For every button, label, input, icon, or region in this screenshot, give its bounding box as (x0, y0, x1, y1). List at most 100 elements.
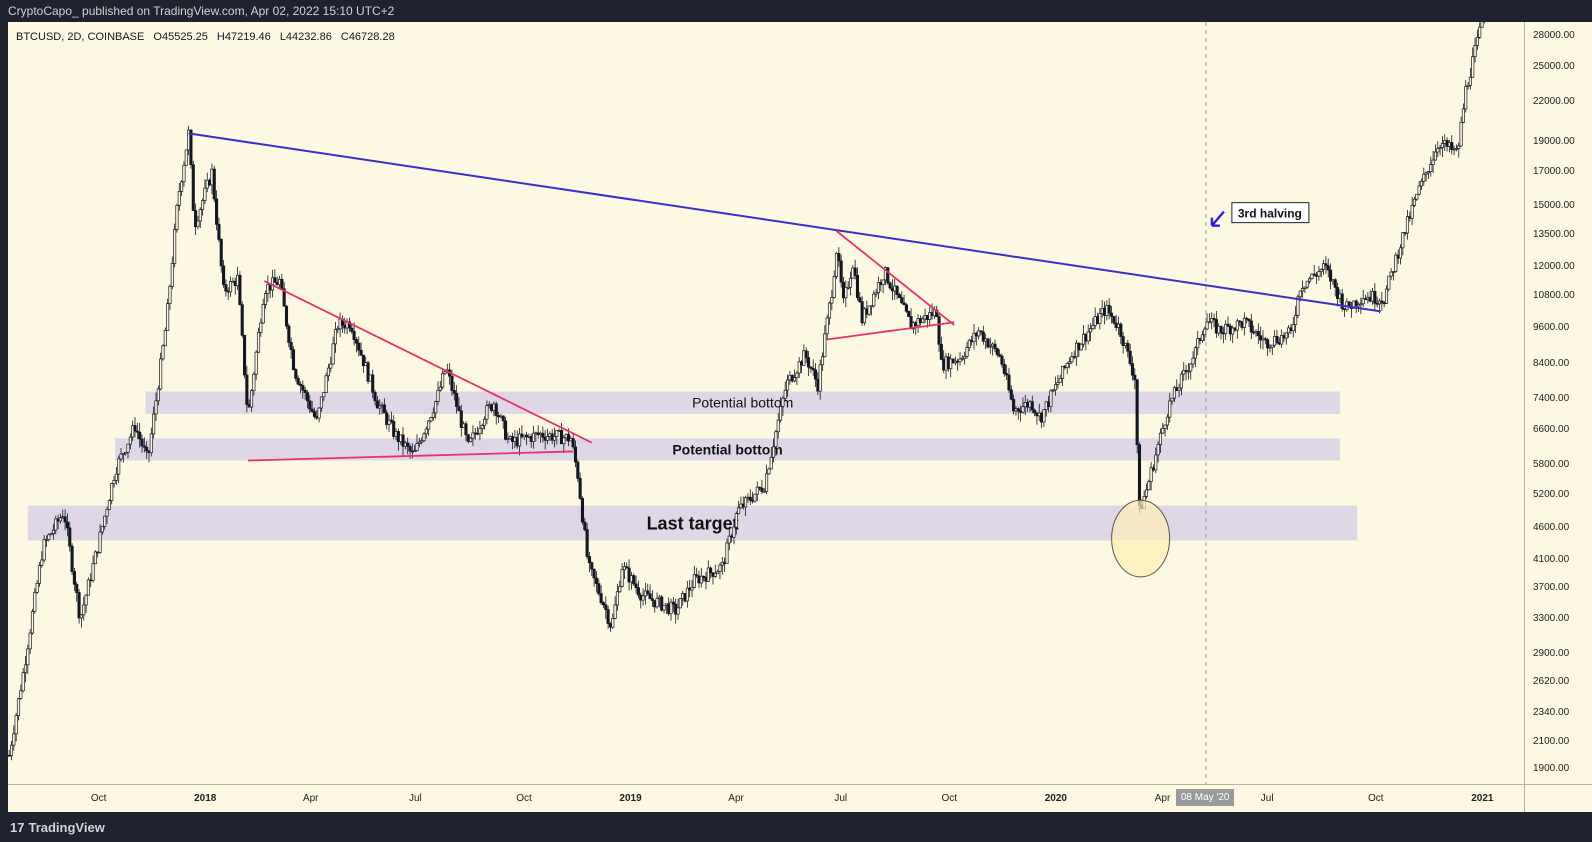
zone-label: Potential bottom (672, 441, 782, 457)
candle-body (422, 433, 426, 442)
candle-body (965, 347, 969, 357)
candle-body (196, 220, 200, 228)
candle-body (795, 372, 799, 378)
march-2020-low-circle (1111, 499, 1171, 578)
candle-body (716, 571, 720, 574)
candle-body (881, 279, 885, 285)
candle-body (853, 267, 857, 276)
candle-body (65, 521, 69, 529)
candle-body (1196, 338, 1200, 349)
candle-body (566, 433, 571, 442)
candle-body (194, 210, 198, 228)
candle-body (331, 343, 335, 365)
candle-body (655, 598, 659, 608)
price-tick-label: 4100.00 (1533, 553, 1570, 565)
candle-body (921, 318, 925, 324)
candle-body (392, 421, 396, 437)
candle-body (112, 480, 116, 484)
candle-body (149, 433, 153, 454)
candle-body (767, 468, 771, 475)
candle-body (1002, 363, 1006, 374)
candle-body (429, 417, 433, 422)
candle-body (133, 425, 137, 432)
candle-body (406, 442, 410, 447)
candle-body (303, 389, 307, 394)
candle-body (215, 198, 219, 225)
candle-body (587, 556, 592, 564)
candle-body (769, 456, 773, 470)
candle-body (191, 164, 195, 211)
candle-body (1340, 293, 1344, 309)
candle-body (91, 563, 95, 581)
candle-body (252, 373, 256, 391)
candle-body (888, 282, 892, 289)
candle-body (1471, 56, 1475, 78)
candle-body (576, 461, 580, 479)
candle-body (385, 412, 389, 425)
candle-body (322, 392, 326, 398)
candle-body (443, 371, 447, 375)
candle-body (135, 430, 139, 433)
candle-body (597, 583, 601, 595)
candle-body (100, 525, 104, 533)
price-tick-label: 13500.00 (1533, 228, 1575, 240)
candle-body (671, 601, 675, 605)
candle-body (1242, 317, 1246, 328)
candle-body (1189, 363, 1193, 372)
candle-body (494, 403, 498, 416)
price-axis[interactable]: 1900.00 2100.00 2340.00 2620.00 2900.00 3300.… (1524, 22, 1592, 784)
candle-body (1149, 467, 1153, 482)
candle-body (781, 397, 785, 407)
candle-body (1203, 328, 1207, 336)
candle-body (413, 450, 417, 452)
time-tick-label: Jul (409, 793, 422, 804)
symbol-legend: BTCUSD, 2D, COINBASE O45525.25 H47219.46… (16, 31, 401, 43)
candle-body (242, 334, 247, 376)
price-chart[interactable]: Potential bottom Potential bottom Last tar… (8, 22, 1524, 784)
candle-body (105, 509, 109, 517)
candle-body (1086, 331, 1090, 342)
time-axis[interactable]: Oct 2018 Apr Jul Oct 2019 Apr Jul Oct 2020 Apr Jul O… (8, 784, 1524, 813)
candle-body (249, 390, 254, 408)
candle-body (634, 583, 638, 589)
halving-note-box (1231, 202, 1310, 224)
candle-body (212, 168, 216, 200)
candle-body (1112, 315, 1116, 324)
tradingview-logo[interactable]: 17 TradingView (10, 820, 105, 835)
candle-body (599, 593, 603, 604)
published-info: CryptoCapo_ published on TradingView.com… (8, 4, 395, 18)
price-tick-label: 28000.00 (1533, 30, 1575, 42)
candle-body (737, 507, 741, 514)
candle-body (886, 267, 890, 284)
candle-body (319, 396, 324, 409)
candle-body (415, 443, 419, 451)
candle-body (776, 419, 780, 433)
candle-body (359, 349, 363, 356)
candle-body (441, 373, 445, 388)
candle-body (1135, 379, 1139, 445)
candle-body (273, 277, 277, 283)
candle-body (1051, 389, 1055, 392)
candle-body (452, 390, 456, 394)
candle-body (1417, 185, 1421, 195)
candle-body (333, 329, 337, 345)
candle-body (357, 342, 361, 351)
candle-body (1459, 121, 1463, 147)
legend-high: H47219.46 (216, 31, 271, 43)
candle-body (54, 518, 58, 531)
candle-body (289, 342, 293, 351)
candle-body (641, 595, 645, 601)
candle-body (669, 601, 673, 615)
candle-body (862, 308, 867, 324)
price-tick-label: 2340.00 (1533, 706, 1570, 718)
candle-body (907, 310, 911, 317)
candle-body (84, 594, 88, 606)
candle-body (1275, 336, 1279, 343)
candle-body (636, 587, 640, 596)
candle-body (1109, 312, 1114, 317)
candle-body (753, 493, 757, 502)
candle-body (844, 287, 848, 299)
candle-body (1317, 271, 1321, 277)
candle-body (1312, 273, 1316, 276)
chart-area[interactable]: Potential bottom Potential bottom Last tar… (8, 22, 1524, 784)
